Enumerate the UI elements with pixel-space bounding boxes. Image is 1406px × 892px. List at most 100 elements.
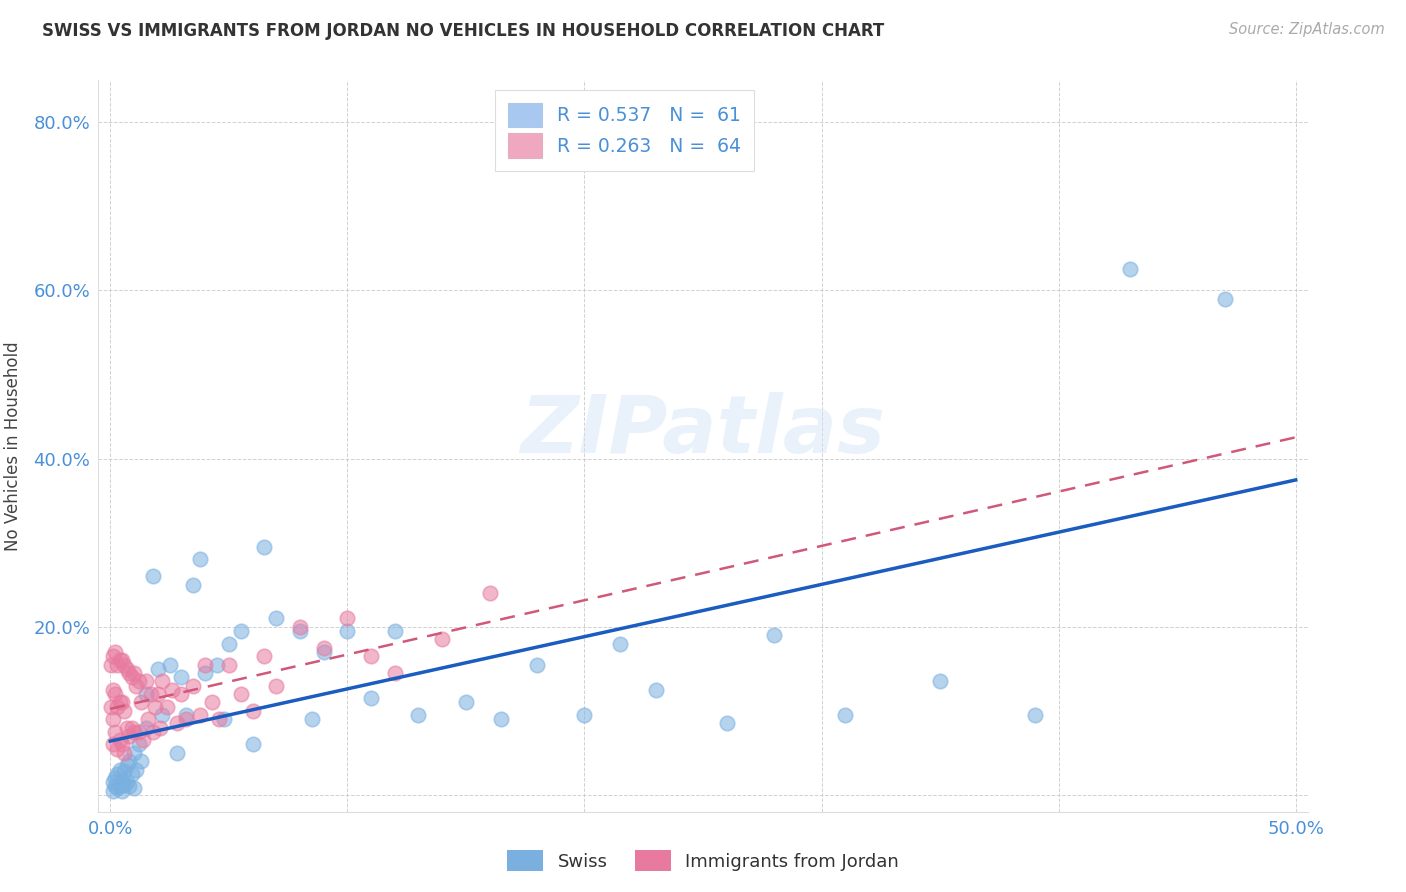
Immigrants from Jordan (129, 695, 152, 709)
Immigrants from Jordan (100, 657, 122, 672)
Swiss (111, 783, 134, 797)
Immigrants from Jordan (105, 657, 128, 672)
Immigrants from Jordan (111, 738, 134, 752)
Swiss (174, 708, 197, 723)
Swiss (105, 767, 128, 781)
Immigrants from Jordan (312, 640, 335, 655)
Immigrants from Jordan (160, 682, 183, 697)
Swiss (408, 708, 430, 723)
Swiss (108, 780, 131, 794)
Swiss (312, 645, 335, 659)
Swiss (1119, 262, 1142, 277)
Swiss (1024, 708, 1046, 723)
Swiss (159, 657, 181, 672)
Swiss (301, 712, 323, 726)
Immigrants from Jordan (104, 645, 127, 659)
Y-axis label: No Vehicles in Household: No Vehicles in Household (4, 341, 22, 551)
Immigrants from Jordan (118, 665, 141, 680)
Swiss (218, 636, 240, 650)
Swiss (146, 662, 169, 676)
Immigrants from Jordan (132, 733, 155, 747)
Immigrants from Jordan (253, 649, 276, 664)
Swiss (104, 780, 127, 794)
Swiss (454, 695, 477, 709)
Immigrants from Jordan (122, 665, 145, 680)
Immigrants from Jordan (100, 699, 122, 714)
Immigrants from Jordan (166, 716, 188, 731)
Immigrants from Jordan (108, 695, 131, 709)
Swiss (384, 624, 406, 638)
Immigrants from Jordan (174, 712, 197, 726)
Immigrants from Jordan (108, 653, 131, 667)
Swiss (609, 636, 631, 650)
Immigrants from Jordan (115, 721, 138, 735)
Swiss (194, 665, 217, 680)
Text: SWISS VS IMMIGRANTS FROM JORDAN NO VEHICLES IN HOUSEHOLD CORRELATION CHART: SWISS VS IMMIGRANTS FROM JORDAN NO VEHIC… (42, 22, 884, 40)
Swiss (129, 754, 152, 768)
Swiss (104, 771, 127, 785)
Immigrants from Jordan (336, 611, 359, 625)
Immigrants from Jordan (105, 699, 128, 714)
Immigrants from Jordan (156, 699, 179, 714)
Swiss (114, 778, 136, 792)
Immigrants from Jordan (108, 733, 131, 747)
Swiss (101, 783, 124, 797)
Swiss (253, 540, 276, 554)
Immigrants from Jordan (122, 724, 145, 739)
Immigrants from Jordan (152, 674, 174, 689)
Immigrants from Jordan (136, 712, 159, 726)
Immigrants from Jordan (360, 649, 382, 664)
Swiss (929, 674, 952, 689)
Swiss (152, 708, 174, 723)
Swiss (526, 657, 548, 672)
Immigrants from Jordan (264, 679, 287, 693)
Immigrants from Jordan (478, 586, 501, 600)
Immigrants from Jordan (114, 746, 136, 760)
Immigrants from Jordan (101, 712, 124, 726)
Immigrants from Jordan (121, 721, 143, 735)
Immigrants from Jordan (111, 695, 134, 709)
Swiss (115, 758, 138, 772)
Swiss (288, 624, 311, 638)
Swiss (108, 763, 131, 777)
Immigrants from Jordan (104, 724, 127, 739)
Swiss (229, 624, 252, 638)
Swiss (190, 552, 212, 566)
Swiss (122, 746, 145, 760)
Immigrants from Jordan (218, 657, 240, 672)
Swiss (105, 781, 128, 796)
Immigrants from Jordan (128, 724, 150, 739)
Immigrants from Jordan (229, 687, 252, 701)
Immigrants from Jordan (115, 662, 138, 676)
Legend: Swiss, Immigrants from Jordan: Swiss, Immigrants from Jordan (499, 843, 907, 879)
Immigrants from Jordan (190, 708, 212, 723)
Immigrants from Jordan (135, 674, 157, 689)
Swiss (205, 657, 228, 672)
Swiss (111, 772, 134, 787)
Immigrants from Jordan (101, 682, 124, 697)
Immigrants from Jordan (146, 687, 169, 701)
Immigrants from Jordan (118, 729, 141, 743)
Immigrants from Jordan (201, 695, 224, 709)
Swiss (491, 712, 513, 726)
Immigrants from Jordan (101, 738, 124, 752)
Swiss (212, 712, 235, 726)
Swiss (118, 780, 141, 794)
Swiss (336, 624, 359, 638)
Immigrants from Jordan (208, 712, 231, 726)
Swiss (716, 716, 738, 731)
Swiss (128, 738, 150, 752)
Swiss (574, 708, 596, 723)
Swiss (101, 775, 124, 789)
Swiss (242, 738, 264, 752)
Immigrants from Jordan (139, 687, 162, 701)
Swiss (125, 763, 148, 777)
Immigrants from Jordan (170, 687, 193, 701)
Swiss (122, 781, 145, 796)
Immigrants from Jordan (125, 679, 148, 693)
Immigrants from Jordan (111, 653, 134, 667)
Immigrants from Jordan (104, 687, 127, 701)
Swiss (360, 691, 382, 706)
Swiss (118, 754, 141, 768)
Immigrants from Jordan (432, 632, 454, 647)
